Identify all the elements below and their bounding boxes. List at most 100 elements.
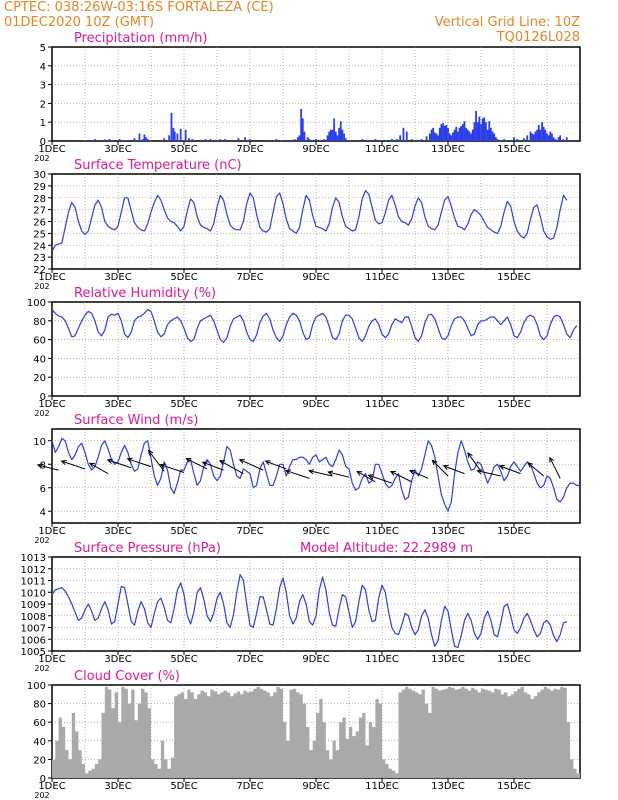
ytick-label-rh: 20 (33, 373, 46, 384)
precip-bar (204, 139, 207, 141)
precip-bar (194, 140, 197, 141)
precip-bar (300, 109, 303, 141)
ytick-label-rh: 100 (27, 298, 46, 309)
precip-bar (179, 128, 182, 141)
xtick-label-pressure: 15DEC (497, 654, 531, 665)
wind-vector-head (106, 458, 113, 464)
wind-vector-head (476, 469, 483, 475)
wind-vector-head (327, 470, 334, 476)
year-prefix-cloud: 202 (34, 791, 49, 800)
precip-bar (466, 129, 469, 141)
precip-bar (547, 135, 550, 141)
precip-bar (90, 140, 93, 141)
precip-bar (270, 140, 273, 141)
precip-bar (420, 139, 423, 141)
ytick-label-cloud: 60 (33, 718, 46, 729)
precip-bar (320, 140, 322, 141)
xtick-label-cloud: 9DEC (302, 781, 329, 792)
precip-bar (366, 140, 369, 141)
precip-bar (480, 124, 482, 141)
precip-bar (554, 139, 557, 141)
xtick-label-pressure: 7DEC (236, 654, 263, 665)
precip-bar (374, 139, 377, 141)
ytick-label-cloud: 40 (33, 737, 46, 748)
precip-bar (481, 118, 484, 141)
precip-bar (463, 121, 466, 141)
xtick-label-temp: 13DEC (431, 272, 465, 283)
ytick-label-temp: 22 (33, 265, 46, 276)
precip-bar (486, 129, 489, 141)
wind-vector (409, 470, 429, 479)
wind-vector (219, 460, 244, 475)
precip-bar (331, 129, 334, 141)
precip-bar (541, 122, 543, 141)
precip-bar (435, 133, 438, 141)
precip-bar (170, 112, 173, 141)
wind-vector (37, 464, 59, 471)
precip-bar (391, 139, 393, 141)
precip-bar (549, 131, 552, 141)
xtick-label-rh: 5DEC (170, 399, 197, 410)
wind-vector-head (527, 462, 534, 468)
precip-bar (428, 133, 431, 141)
precip-bar (188, 138, 190, 141)
wind-vector-head (218, 460, 226, 465)
precip-bar (341, 129, 344, 141)
wind-vector (239, 459, 264, 471)
series-line-rh (51, 308, 578, 343)
wind-vector-head (147, 449, 154, 456)
precip-bar (476, 122, 479, 141)
ytick-label-rh: 80 (33, 317, 46, 328)
xtick-label-cloud: 15DEC (497, 781, 531, 792)
precip-bar (227, 140, 230, 141)
xtick-label-precip: 5DEC (170, 144, 197, 155)
panel-annotation-pressure: Model Altitude: 22.2989 m (300, 541, 473, 556)
precip-bar (173, 131, 176, 141)
wind-vector (265, 460, 287, 470)
precip-bar (551, 133, 553, 141)
xtick-label-cloud: 11DEC (365, 781, 399, 792)
precip-bar (386, 140, 388, 141)
xtick-label-rh: 9DEC (302, 399, 329, 410)
precip-bar (440, 124, 443, 141)
precip-bar (338, 127, 340, 141)
precip-bar (499, 140, 502, 141)
precip-bar (339, 121, 342, 141)
precip-bar (498, 140, 501, 141)
header-grid-note: Vertical Grid Line: 10Z (434, 15, 580, 30)
precip-bar (478, 116, 481, 141)
year-prefix-temp: 202 (34, 282, 49, 291)
precip-bar (457, 131, 459, 141)
panel-title-pressure: Surface Pressure (hPa) (74, 541, 221, 556)
ytick-label-cloud: 80 (33, 700, 46, 711)
ytick-label-cloud: 0 (40, 774, 46, 785)
precip-bar (438, 127, 441, 141)
precip-bar (212, 140, 215, 141)
xtick-label-pressure: 3DEC (104, 654, 131, 665)
wind-vector (285, 470, 310, 479)
precip-bar (122, 140, 124, 141)
precip-bar (410, 139, 413, 141)
precip-bar (280, 140, 283, 141)
wind-vector (160, 464, 185, 473)
year-prefix-rh: 202 (34, 409, 49, 418)
precip-bar (562, 139, 565, 141)
xtick-label-precip: 3DEC (104, 144, 131, 155)
precip-bar (468, 131, 471, 141)
precip-bar (534, 131, 537, 141)
ytick-label-pressure: 1005 (21, 647, 46, 658)
precip-bar (450, 135, 453, 141)
precip-bar (358, 140, 360, 141)
ytick-label-pressure: 1006 (21, 635, 46, 646)
precip-bar (559, 135, 562, 141)
ytick-label-temp: 23 (33, 253, 46, 264)
precip-bar (118, 139, 121, 141)
precip-bar (491, 131, 494, 141)
precip-bar (493, 133, 496, 141)
xtick-label-pressure: 1DEC (38, 654, 65, 665)
precip-bar (108, 139, 111, 141)
precip-bar (191, 139, 194, 141)
precip-bar (569, 140, 571, 141)
xtick-label-rh: 3DEC (104, 399, 131, 410)
wind-vector-head (60, 460, 67, 465)
